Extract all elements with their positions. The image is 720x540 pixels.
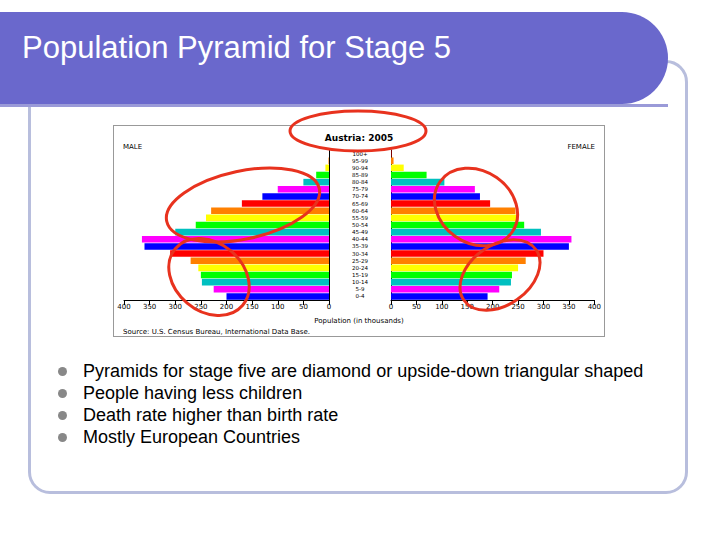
svg-text:65-69: 65-69 — [352, 201, 368, 207]
svg-text:70-74: 70-74 — [352, 193, 368, 199]
svg-text:50: 50 — [299, 303, 308, 311]
svg-text:300: 300 — [169, 303, 182, 311]
svg-text:85-89: 85-89 — [352, 172, 368, 178]
html-text:People having less children: People having less children — [83, 383, 303, 403]
svg-text:55-59: 55-59 — [352, 215, 368, 221]
html-text:Death rate higher than birth r: Death rate higher than birth rate — [83, 405, 339, 425]
svg-text:100: 100 — [271, 303, 284, 311]
svg-text:35-39: 35-39 — [352, 243, 368, 249]
svg-text:15-19: 15-19 — [352, 272, 368, 278]
svg-text:50: 50 — [412, 303, 421, 311]
svg-text:150: 150 — [461, 303, 474, 311]
svg-text:5-9: 5-9 — [356, 286, 365, 292]
svg-text:Population (in thousands): Population (in thousands) — [314, 317, 404, 325]
svg-text:250: 250 — [511, 303, 524, 311]
html-text:Pyramids for stage five are di: Pyramids for stage five are diamond or u… — [83, 361, 644, 381]
svg-text:95-99: 95-99 — [352, 158, 368, 164]
svg-text:30-34: 30-34 — [352, 251, 368, 257]
svg-text:400: 400 — [588, 303, 601, 311]
svg-text:MALE: MALE — [123, 143, 142, 151]
svg-text:Austria: 2005: Austria: 2005 — [325, 133, 393, 143]
svg-text:350: 350 — [143, 303, 156, 311]
svg-text:200: 200 — [220, 303, 233, 311]
svg-text:150: 150 — [245, 303, 258, 311]
html-text:Population Pyramid for Stage 5: Population Pyramid for Stage 5 — [22, 30, 452, 65]
svg-text:100: 100 — [435, 303, 448, 311]
svg-text:FEMALE: FEMALE — [567, 143, 595, 151]
svg-text:0: 0 — [389, 303, 393, 311]
svg-text:20-24: 20-24 — [352, 265, 368, 271]
svg-text:Source: U.S. Census Bureau, In: Source: U.S. Census Bureau, Internationa… — [123, 328, 310, 336]
svg-text:50-54: 50-54 — [352, 222, 368, 228]
svg-text:40-44: 40-44 — [352, 236, 368, 242]
svg-text:100+: 100+ — [352, 151, 367, 157]
svg-text:0-4: 0-4 — [356, 293, 365, 299]
svg-text:350: 350 — [562, 303, 575, 311]
svg-text:10-14: 10-14 — [352, 279, 368, 285]
svg-text:25-29: 25-29 — [352, 258, 368, 264]
svg-text:90-94: 90-94 — [352, 165, 368, 171]
svg-text:0: 0 — [327, 303, 331, 311]
svg-text:60-64: 60-64 — [352, 208, 368, 214]
svg-text:250: 250 — [194, 303, 207, 311]
svg-text:45-49: 45-49 — [352, 229, 368, 235]
svg-text:80-84: 80-84 — [352, 179, 368, 185]
html-text:Mostly European Countries: Mostly European Countries — [83, 427, 301, 447]
svg-text:75-79: 75-79 — [352, 186, 368, 192]
svg-text:200: 200 — [486, 303, 499, 311]
svg-text:400: 400 — [117, 303, 130, 311]
svg-text:300: 300 — [537, 303, 550, 311]
